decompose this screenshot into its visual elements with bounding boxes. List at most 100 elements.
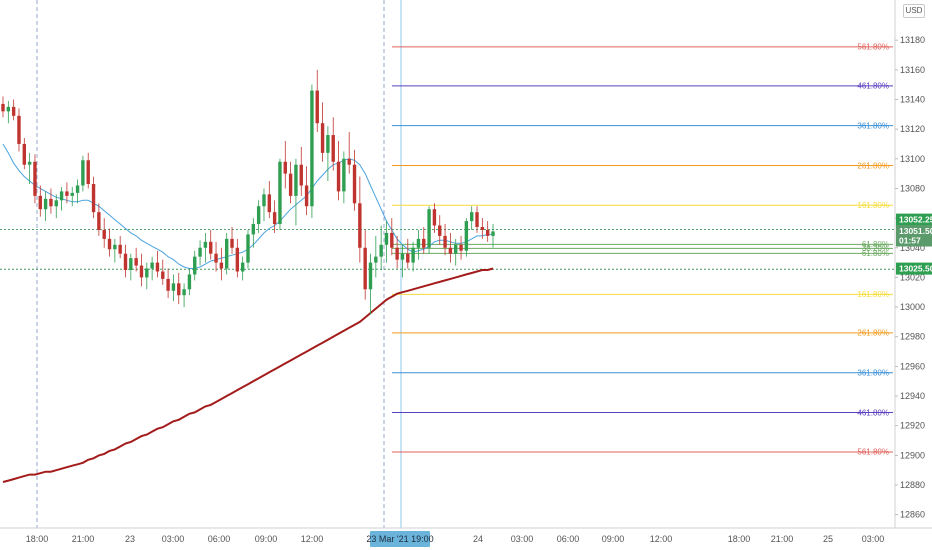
x-tick-label: 06:00 <box>557 534 580 544</box>
x-tick-label: 24 <box>473 534 483 544</box>
y-tick-label: 13020 <box>900 272 925 282</box>
candle-body <box>219 262 224 269</box>
candle-body <box>262 194 266 207</box>
y-tick-label: 13180 <box>900 35 925 45</box>
candle-body <box>336 161 341 192</box>
fib-level-label: 361.80% <box>857 121 889 130</box>
x-tick-label: 25 <box>823 534 833 544</box>
price-tag-label: 13051.50 <box>899 226 932 236</box>
candle-body <box>459 244 463 251</box>
candle-body <box>81 160 85 186</box>
candle-body <box>203 241 208 248</box>
y-axis[interactable]: 1318013160131401312013100130801306013040… <box>895 35 925 520</box>
candle-body <box>54 200 58 207</box>
candle-body <box>145 268 149 278</box>
x-tick-label: 03:00 <box>162 534 185 544</box>
candle-body <box>469 212 474 222</box>
y-tick-label: 12860 <box>900 510 925 520</box>
price-tag-label: 13052.25 <box>899 215 932 225</box>
candle-body <box>438 225 442 236</box>
candle-body <box>427 209 431 248</box>
x-highlight-label: 23 Mar '21 19:00 <box>366 534 433 544</box>
candle-body <box>390 232 394 248</box>
y-tick-label: 13040 <box>900 243 925 253</box>
x-tick-label: 23 <box>125 534 135 544</box>
candle-body <box>363 247 367 290</box>
candle-body <box>464 221 469 251</box>
candle-body <box>374 256 378 263</box>
x-tick-label: 21:00 <box>72 534 95 544</box>
price-tag <box>896 234 932 247</box>
candle-body <box>368 262 373 290</box>
fib-level-label: 261.80% <box>857 161 889 170</box>
candle-body <box>118 244 122 254</box>
candle-body <box>294 164 298 196</box>
candle-body <box>358 203 362 248</box>
x-axis[interactable]: 18:00 21:00 23 03:00 06:00 09:00 12:00 24 03:00 0… <box>26 531 885 547</box>
candle-body <box>342 158 346 192</box>
candle-body <box>384 232 389 245</box>
candle-body <box>177 283 181 296</box>
candle-body <box>107 238 112 250</box>
y-tick-label: 13100 <box>900 154 925 164</box>
candle-body <box>443 235 447 248</box>
fib-level-label: 461.80% <box>857 408 889 417</box>
candle-body <box>347 158 351 165</box>
candle-body <box>283 161 287 174</box>
y-tick-label: 12940 <box>900 391 925 401</box>
price-tag <box>896 213 932 226</box>
candle-body <box>310 90 314 207</box>
candle-body <box>91 183 96 213</box>
candle-body <box>320 123 325 153</box>
candle-body <box>224 238 229 269</box>
candle-body <box>193 256 197 275</box>
y-tick-label: 12920 <box>900 421 925 431</box>
fib-levels: 561.80% 461.80% 361.80% 261.80% 161.80% 61.80… <box>392 43 893 457</box>
candle-body <box>400 253 405 260</box>
candle-body <box>43 198 48 210</box>
fib-level-label: 461.80% <box>857 82 889 91</box>
x-tick-label: 12:00 <box>650 534 673 544</box>
fib-level-label: 61.80% <box>862 249 889 258</box>
candle-body <box>304 185 309 207</box>
x-tick-label: 03:00 <box>862 534 885 544</box>
currency-badge[interactable]: USD <box>903 4 925 18</box>
candle-body <box>49 198 53 207</box>
candles <box>1 69 495 315</box>
candle-body <box>187 274 192 290</box>
candle-body <box>75 185 80 193</box>
y-tick-label: 12900 <box>900 450 925 460</box>
candle-body <box>326 135 330 153</box>
candle-body <box>448 247 453 254</box>
candle-body <box>331 135 335 162</box>
x-tick-label: 21:00 <box>771 534 794 544</box>
candle-body <box>432 209 437 226</box>
candle-body <box>406 253 410 263</box>
candle-body <box>59 191 64 201</box>
x-tick-label: 12:00 <box>301 534 324 544</box>
candle-body <box>22 143 27 165</box>
y-tick-label: 13160 <box>900 65 925 75</box>
candle-body <box>155 262 160 272</box>
candle-body <box>33 161 37 196</box>
fib-level-label: 561.80% <box>857 43 889 52</box>
candle-body <box>38 195 42 210</box>
candle-body <box>411 247 415 263</box>
candle-body <box>86 160 90 184</box>
candle-body <box>491 231 495 236</box>
candle-body <box>246 234 250 263</box>
fib-level-label: 261.80% <box>857 329 889 338</box>
candle-body <box>70 192 74 196</box>
candle-body <box>113 244 117 250</box>
candle-body <box>454 244 458 254</box>
candle-body <box>150 262 154 269</box>
candle-body <box>422 238 426 248</box>
x-tick-label: 18:00 <box>26 534 49 544</box>
candle-body <box>315 90 319 124</box>
candle-body <box>230 238 234 248</box>
candle-body <box>352 164 357 204</box>
candle-body <box>102 229 106 239</box>
candle-body <box>6 106 11 112</box>
y-tick-label: 13080 <box>900 183 925 193</box>
